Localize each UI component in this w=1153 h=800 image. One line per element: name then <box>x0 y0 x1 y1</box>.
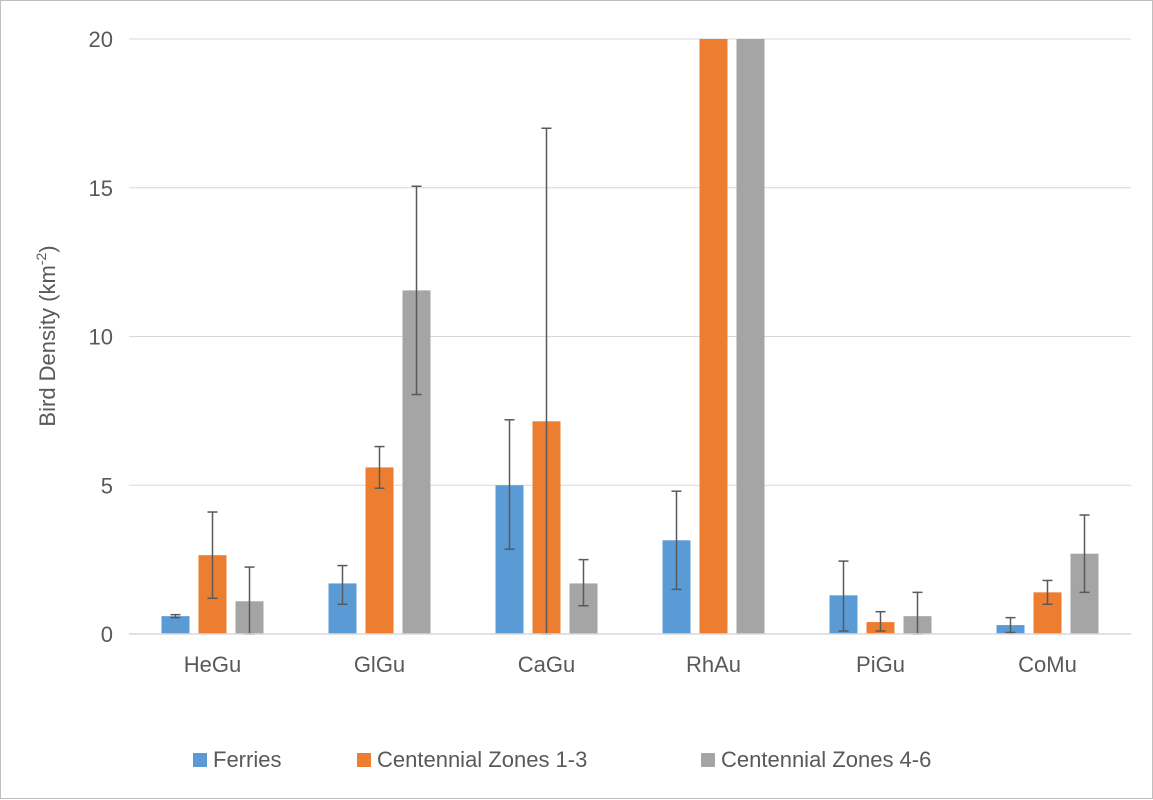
error-bar-HeGu-1 <box>170 613 181 619</box>
y-tick-label: 5 <box>101 473 113 498</box>
legend-swatch <box>701 753 715 767</box>
legend: Ferries Centennial Zones 1-3 Centennial Zo… <box>193 747 931 772</box>
error-bar-RhAu-1 <box>671 490 682 591</box>
error-bar-CoMu-1 <box>1005 616 1016 634</box>
error-bar-PiGu-1 <box>838 560 849 632</box>
y-tick-label: 0 <box>101 622 113 647</box>
gridlines <box>129 38 1131 486</box>
error-bar-CaGu-1 <box>504 419 515 550</box>
y-axis-ticks: 0 5 10 15 20 <box>89 27 113 647</box>
x-tick-label: PiGu <box>856 652 905 677</box>
y-axis-label: Bird Density (km-2) <box>33 245 60 426</box>
y-tick-label: 20 <box>89 27 113 52</box>
error-bar-GlGu-1 <box>337 564 348 605</box>
error-bars <box>170 127 1090 635</box>
bar-RhAu-2 <box>699 39 728 634</box>
error-bar-PiGu-2 <box>875 610 886 632</box>
legend-swatch <box>357 753 371 767</box>
y-tick-label: 10 <box>89 325 113 350</box>
legend-label: Centennial Zones 1-3 <box>377 747 587 772</box>
legend-label: Ferries <box>213 747 281 772</box>
x-tick-label: CoMu <box>1018 652 1077 677</box>
x-tick-label: RhAu <box>686 652 741 677</box>
error-bar-GlGu-3 <box>411 185 422 396</box>
y-axis-label-close: ) <box>35 245 60 252</box>
y-axis-label-superscript: -2 <box>33 253 49 266</box>
error-bar-CoMu-2 <box>1042 579 1053 605</box>
x-tick-label: CaGu <box>518 652 575 677</box>
bar-HeGu-1 <box>161 616 190 634</box>
y-tick-label: 15 <box>89 176 113 201</box>
legend-item-3: Centennial Zones 4-6 <box>701 747 931 772</box>
legend-item-1: Ferries <box>193 747 281 772</box>
bar-GlGu-2 <box>365 467 394 634</box>
bar-RhAu-3 <box>736 39 765 634</box>
error-bar-CoMu-3 <box>1079 514 1090 594</box>
error-bar-HeGu-2 <box>207 511 218 600</box>
x-axis-categories: HeGu GlGu CaGu RhAu PiGu CoMu <box>184 652 1077 677</box>
legend-label: Centennial Zones 4-6 <box>721 747 931 772</box>
x-tick-label: GlGu <box>354 652 405 677</box>
error-bar-CaGu-3 <box>578 558 589 607</box>
error-bar-GlGu-2 <box>374 445 385 489</box>
x-tick-label: HeGu <box>184 652 241 677</box>
legend-swatch <box>193 753 207 767</box>
legend-item-2: Centennial Zones 1-3 <box>357 747 587 772</box>
